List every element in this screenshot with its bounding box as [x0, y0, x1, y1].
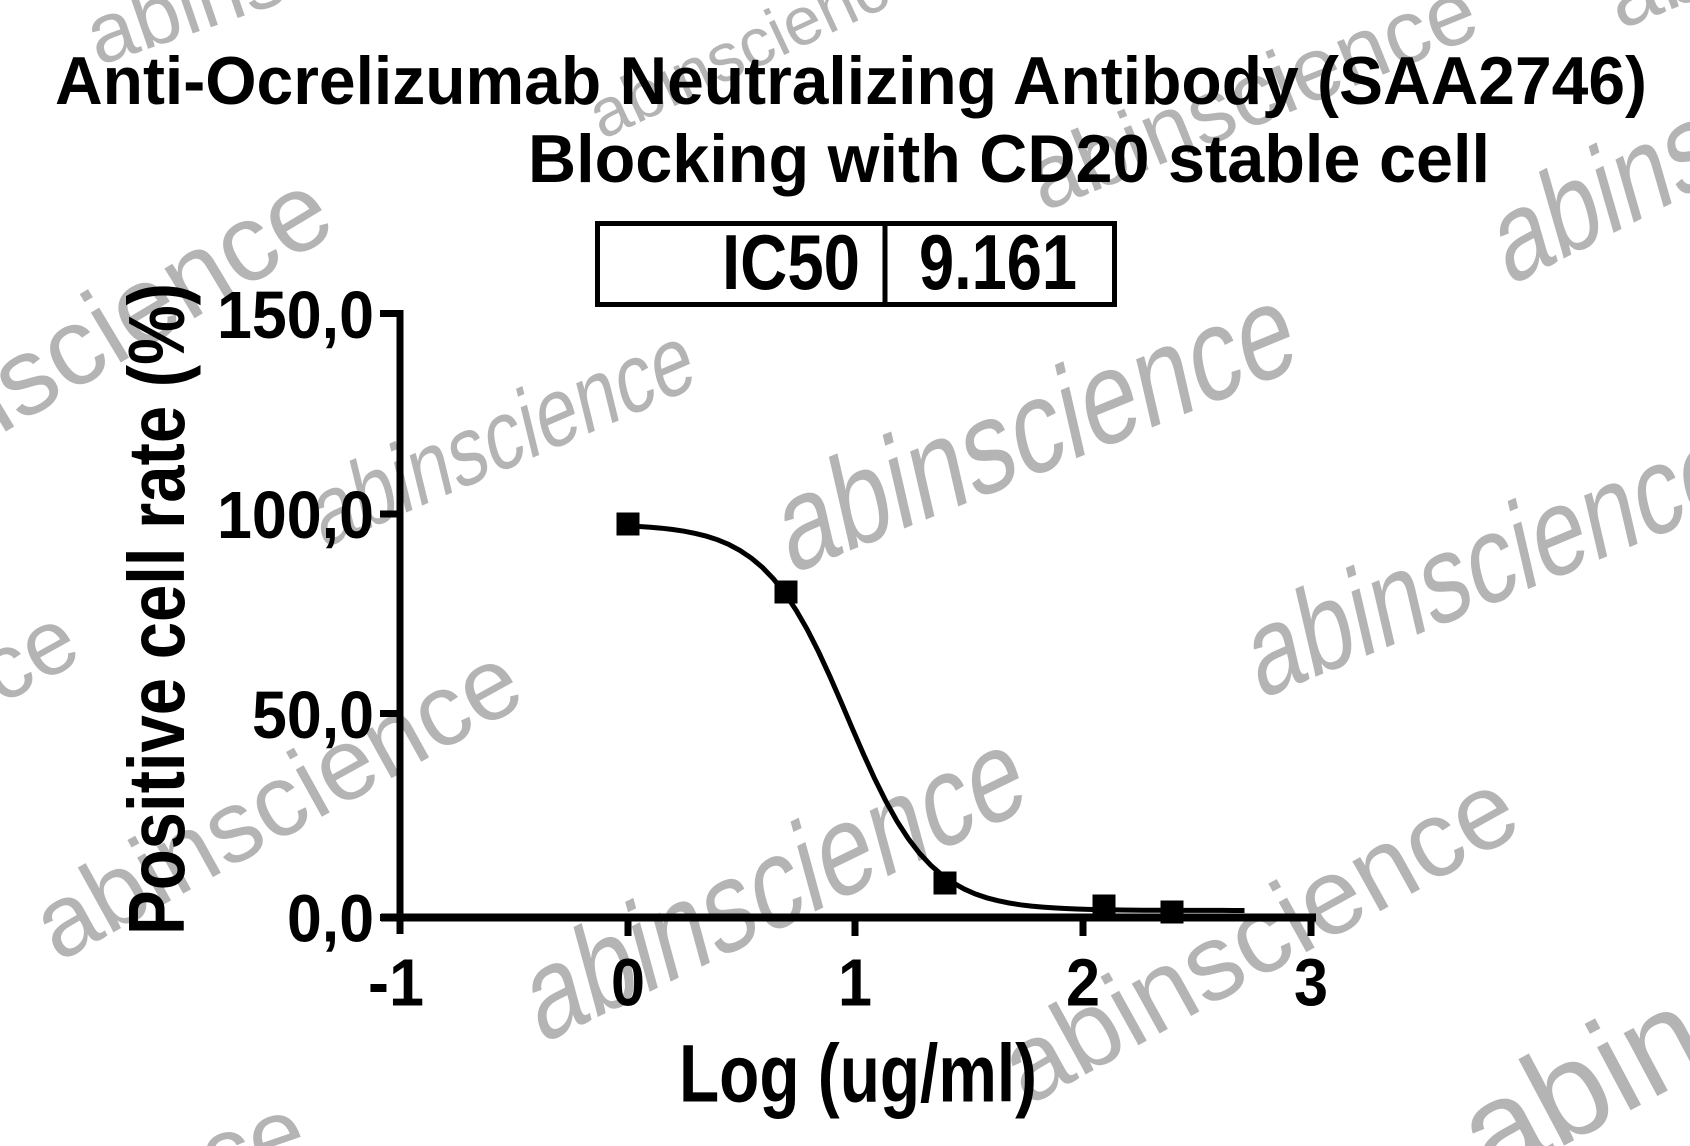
svg-text:1: 1 — [838, 946, 872, 1021]
svg-text:2: 2 — [1066, 946, 1100, 1021]
svg-text:0: 0 — [611, 946, 645, 1021]
svg-text:100,0: 100,0 — [217, 478, 374, 553]
svg-text:Positive cell rate (%): Positive cell rate (%) — [112, 283, 201, 935]
svg-text:-1: -1 — [368, 946, 424, 1021]
svg-text:IC50: IC50 — [722, 218, 860, 306]
svg-text:Log (ug/ml): Log (ug/ml) — [679, 1029, 1037, 1120]
svg-text:Blocking with CD20 stable cell: Blocking with CD20 stable cell — [528, 121, 1490, 197]
svg-text:50,0: 50,0 — [252, 678, 374, 753]
svg-text:3: 3 — [1294, 946, 1328, 1021]
svg-text:9.161: 9.161 — [919, 218, 1077, 306]
svg-text:150,0: 150,0 — [217, 278, 374, 353]
svg-text:Anti-Ocrelizumab Neutralizing: Anti-Ocrelizumab Neutralizing Antibody (… — [55, 43, 1647, 119]
svg-text:0,0: 0,0 — [287, 882, 374, 957]
